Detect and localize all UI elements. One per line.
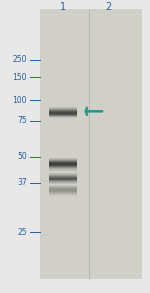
Bar bbox=[50, 188, 76, 189]
Bar bbox=[50, 181, 76, 183]
Bar bbox=[50, 163, 76, 164]
Bar bbox=[50, 167, 76, 168]
Bar bbox=[50, 108, 76, 109]
Text: 50: 50 bbox=[17, 152, 27, 161]
Bar bbox=[50, 110, 76, 111]
Text: 75: 75 bbox=[17, 116, 27, 125]
Bar bbox=[50, 113, 76, 114]
Bar bbox=[50, 169, 76, 171]
Text: 150: 150 bbox=[12, 73, 27, 82]
Text: 25: 25 bbox=[17, 228, 27, 237]
Bar bbox=[50, 112, 76, 113]
Bar bbox=[50, 180, 76, 181]
Bar bbox=[50, 176, 76, 177]
Bar bbox=[50, 173, 76, 174]
Bar bbox=[50, 166, 76, 167]
Bar bbox=[50, 185, 76, 186]
Bar bbox=[50, 194, 76, 195]
Text: 250: 250 bbox=[12, 55, 27, 64]
Bar bbox=[50, 162, 76, 163]
Bar bbox=[50, 183, 76, 184]
Bar bbox=[50, 168, 76, 169]
Bar bbox=[50, 190, 76, 191]
Bar bbox=[50, 164, 76, 165]
Text: 1: 1 bbox=[60, 2, 66, 12]
Bar bbox=[50, 191, 76, 192]
Text: 2: 2 bbox=[105, 2, 111, 12]
Bar bbox=[50, 116, 76, 117]
Bar bbox=[50, 177, 76, 178]
Bar bbox=[50, 161, 76, 162]
Bar bbox=[50, 159, 76, 160]
Bar bbox=[50, 109, 76, 110]
Bar bbox=[50, 189, 76, 190]
Bar bbox=[50, 165, 76, 166]
Bar bbox=[50, 174, 76, 175]
Bar bbox=[50, 195, 76, 196]
Bar bbox=[50, 193, 76, 194]
Bar bbox=[50, 175, 76, 176]
Bar bbox=[50, 117, 76, 118]
Bar bbox=[50, 160, 76, 161]
Text: 37: 37 bbox=[17, 178, 27, 188]
Text: 100: 100 bbox=[12, 96, 27, 105]
Bar bbox=[50, 178, 76, 180]
Bar bbox=[50, 115, 76, 116]
Bar bbox=[50, 114, 76, 115]
Bar bbox=[50, 107, 76, 108]
Bar bbox=[50, 158, 76, 159]
Bar bbox=[50, 186, 76, 188]
Bar bbox=[40, 9, 142, 279]
Bar bbox=[50, 111, 76, 112]
Bar bbox=[50, 192, 76, 193]
